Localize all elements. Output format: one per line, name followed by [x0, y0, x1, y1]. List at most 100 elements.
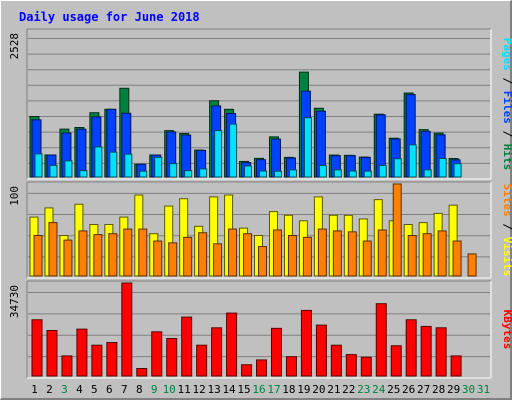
bar-kbytes	[375, 303, 387, 377]
bar-sites	[123, 228, 133, 277]
x-tick-label: 28	[432, 383, 445, 396]
bar-files	[76, 128, 87, 178]
x-tick-label: 2	[46, 383, 53, 396]
x-tick-label: 7	[121, 383, 128, 396]
bar-pages	[378, 164, 387, 178]
bar-sites	[213, 243, 223, 277]
bar-sites	[332, 230, 342, 277]
x-tick-label: 12	[193, 383, 206, 396]
bar-pages	[49, 164, 58, 178]
bar-pages	[333, 169, 342, 178]
legend-entry-kbytes: KBytes	[501, 310, 512, 350]
bar-pages	[94, 146, 103, 178]
bar-sites	[467, 253, 477, 277]
bar-sites	[183, 236, 193, 277]
x-tick-label: 11	[178, 383, 191, 396]
x-tick-label: 17	[267, 383, 280, 396]
bar-kbytes	[136, 368, 148, 377]
bar-pages	[229, 123, 238, 178]
bar-sites	[108, 233, 118, 277]
x-tick-label: 22	[342, 383, 355, 396]
bar-sites	[63, 239, 73, 277]
bar-sites	[347, 231, 357, 277]
legend-visits-sites: Sites / Visits	[501, 184, 512, 277]
bar-pages	[199, 168, 208, 178]
bar-pages	[423, 169, 432, 178]
chart-title: Daily usage for June 2018	[19, 10, 200, 24]
bar-kbytes	[151, 331, 163, 377]
bar-pages	[453, 163, 462, 178]
bar-kbytes	[226, 312, 238, 377]
bar-sites	[243, 233, 253, 277]
x-tick-label: 10	[163, 383, 176, 396]
bar-kbytes	[211, 327, 223, 377]
bar-sites	[317, 228, 327, 277]
bar-pages	[438, 158, 447, 178]
x-tick-label: 25	[387, 383, 400, 396]
bar-kbytes	[61, 355, 73, 377]
bar-kbytes	[166, 338, 178, 377]
x-tick-label: 5	[91, 383, 98, 396]
bar-pages	[64, 160, 73, 178]
x-tick-label: 18	[282, 383, 295, 396]
bar-pages	[273, 170, 282, 178]
x-tick-label: 16	[252, 383, 265, 396]
bar-sites	[362, 240, 372, 277]
x-tick-label: 13	[207, 383, 220, 396]
bar-kbytes	[121, 282, 133, 377]
bar-kbytes	[256, 359, 268, 377]
x-tick-label: 30	[462, 383, 475, 396]
legend-entry-pages: Pages	[501, 38, 512, 71]
bar-sites	[33, 235, 43, 277]
bar-kbytes	[390, 345, 402, 377]
bar-kbytes	[435, 327, 447, 377]
bar-kbytes	[31, 319, 43, 377]
bar-pages	[124, 153, 133, 178]
bar-pages	[363, 170, 372, 178]
bar-pages	[408, 144, 417, 178]
x-tick-label: 21	[327, 383, 340, 396]
x-tick-label: 15	[237, 383, 250, 396]
bar-sites	[302, 236, 312, 277]
bar-pages	[214, 130, 223, 178]
bar-kbytes	[300, 309, 312, 377]
bar-kbytes	[285, 356, 297, 377]
bar-sites	[377, 229, 387, 277]
bar-pages	[303, 117, 312, 178]
bar-sites	[78, 230, 88, 277]
bar-pages	[318, 164, 327, 178]
bar-kbytes	[315, 324, 327, 377]
bar-kbytes	[405, 319, 417, 377]
legend-kbytes: KBytes	[501, 310, 512, 350]
bar-pages	[109, 151, 118, 178]
bar-pages	[393, 158, 402, 178]
bar-kbytes	[46, 329, 58, 377]
bar-sites	[422, 233, 432, 277]
bar-sites	[407, 235, 417, 277]
bar-sites	[138, 228, 148, 277]
legend-entry-hits: Hits	[501, 144, 512, 171]
bar-kbytes	[270, 327, 282, 377]
x-tick-label: 24	[372, 383, 386, 396]
bar-pages	[79, 170, 88, 178]
x-tick-label: 29	[447, 383, 460, 396]
y-max-label: 2528	[8, 33, 21, 60]
x-tick-label: 6	[106, 383, 113, 396]
bar-sites	[153, 240, 163, 277]
x-tick-label: 26	[402, 383, 415, 396]
bar-pages	[154, 156, 163, 178]
x-tick-label: 3	[61, 383, 68, 396]
bar-kbytes	[91, 344, 103, 377]
bar-sites	[258, 246, 268, 277]
bar-kbytes	[360, 356, 372, 377]
y-max-label: 34730	[8, 285, 21, 318]
bar-sites	[437, 230, 447, 277]
bar-sites	[287, 235, 297, 277]
bar-kbytes	[181, 316, 193, 377]
bar-sites	[452, 240, 462, 277]
legend-entry-sites: Sites	[501, 184, 512, 217]
x-tick-label: 9	[151, 383, 158, 396]
bar-sites	[93, 234, 103, 277]
x-tick-label: 31	[477, 383, 490, 396]
